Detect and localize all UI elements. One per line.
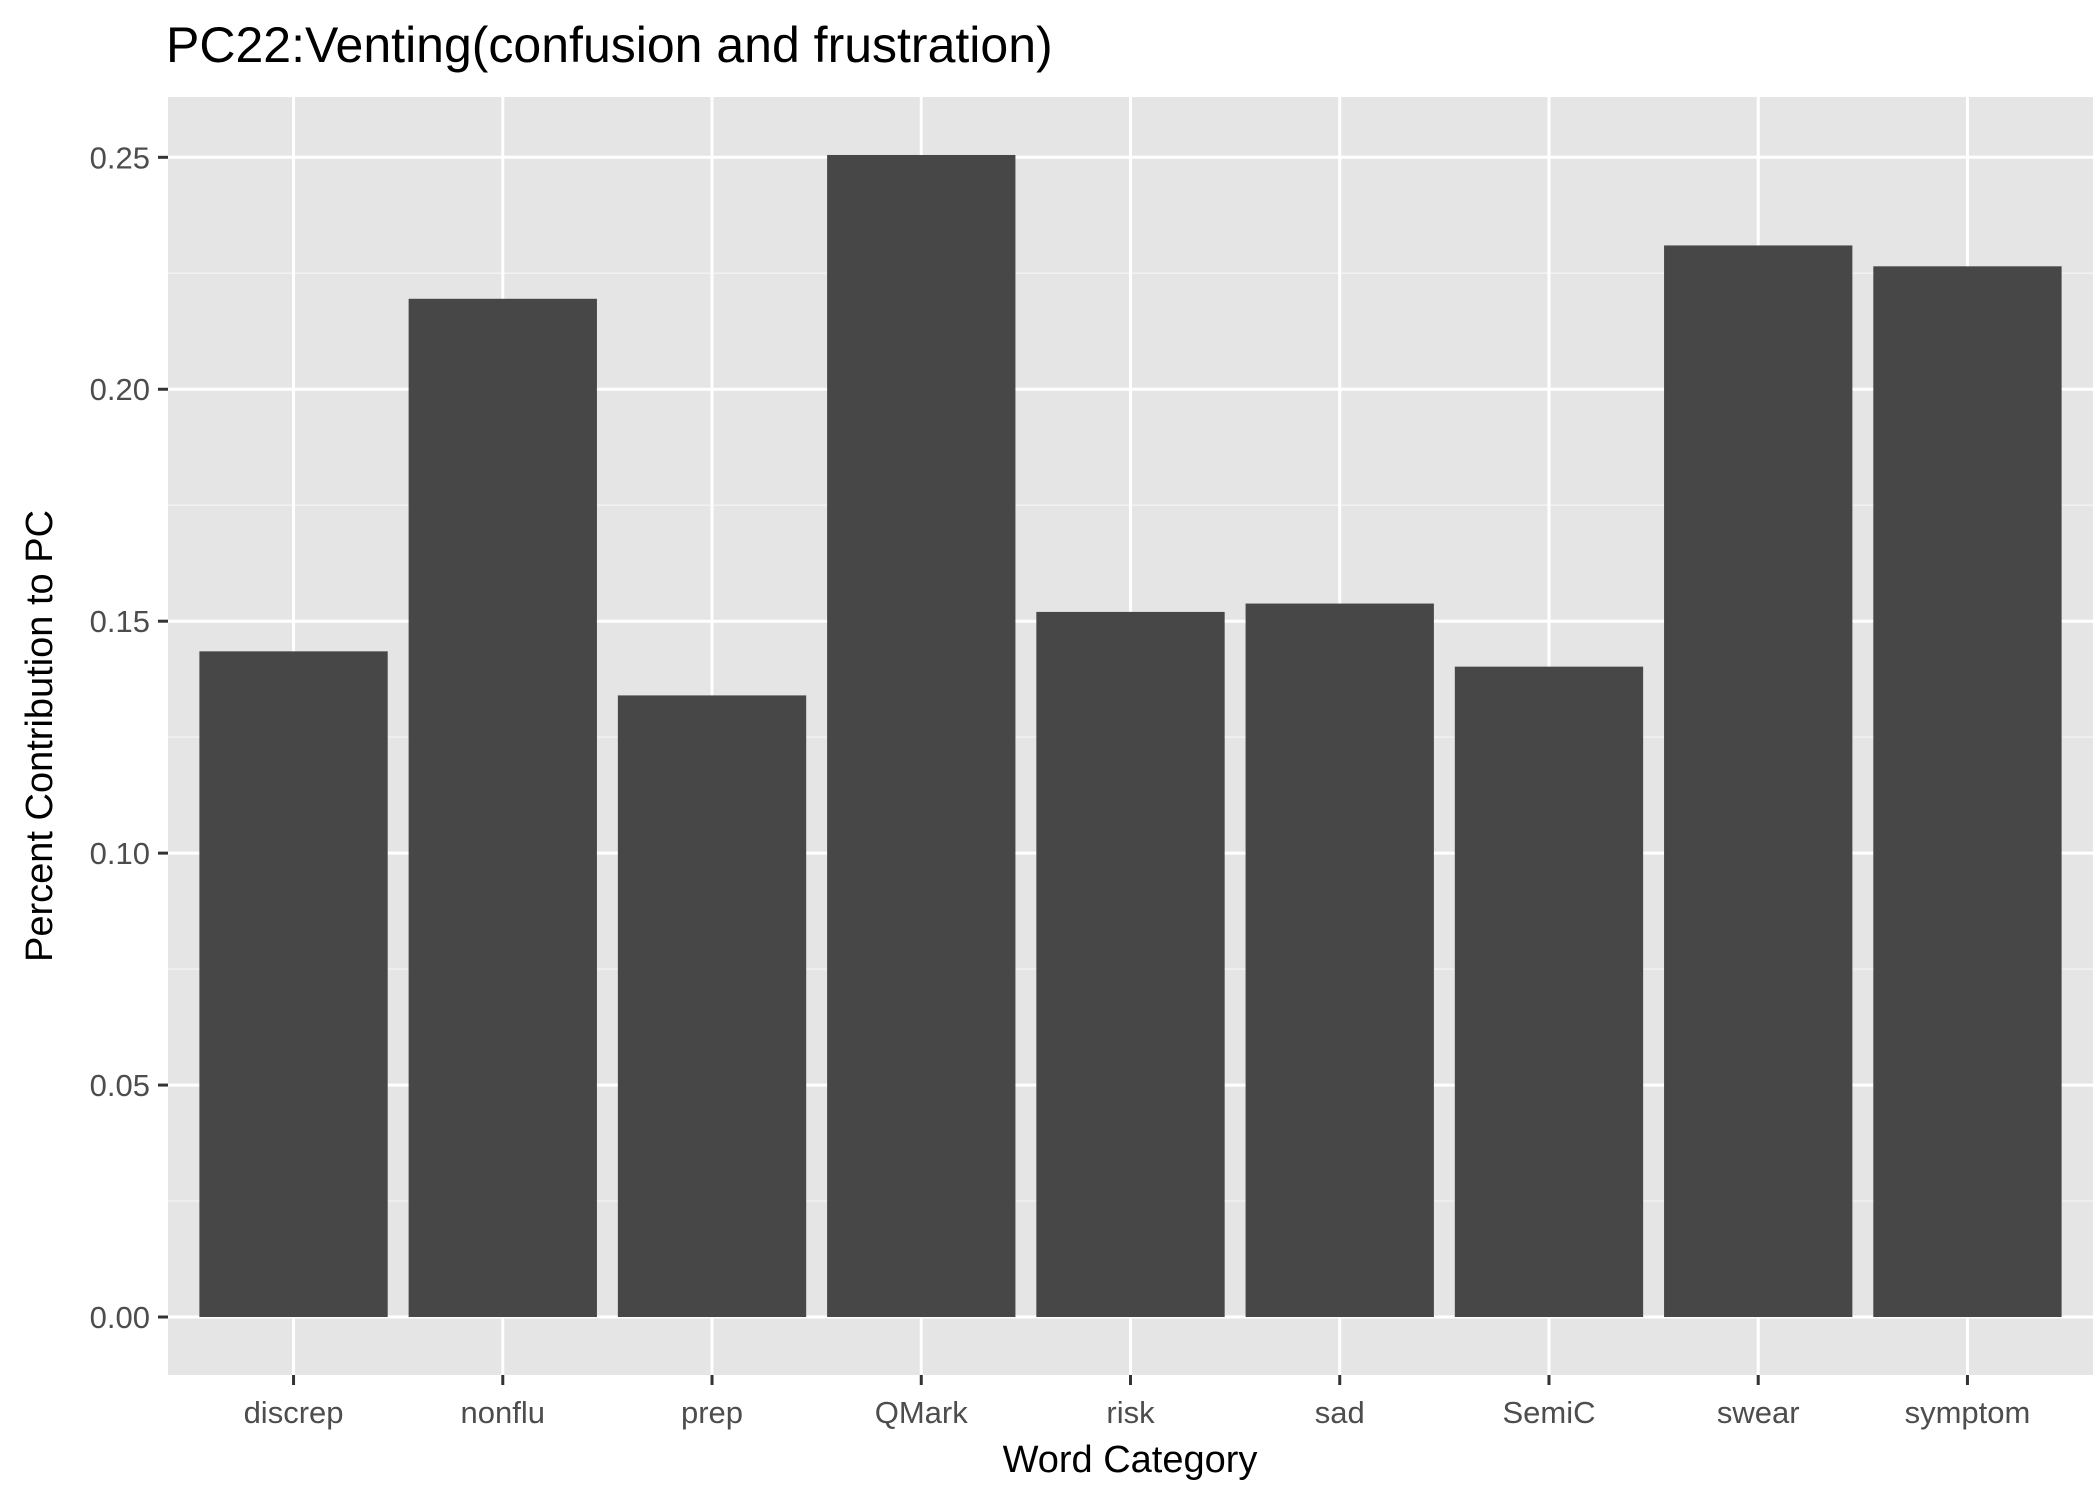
y-axis: 0.00 0.05 0.10 0.15 0.20 0.25 (90, 140, 168, 1335)
bar-risk (1036, 611, 1225, 1318)
bar-sad (1245, 603, 1434, 1318)
x-axis-title: Word Category (1003, 1439, 1258, 1481)
x-tick-label: sad (1315, 1395, 1365, 1430)
bar-prep (617, 695, 807, 1318)
chart-title: PC22:Venting(confusion and frustration) (166, 17, 1053, 73)
x-axis: discrep nonflu prep QMark risk sad SemiC swear s… (244, 1375, 2031, 1430)
bars (199, 154, 2062, 1318)
y-tick-label: 0.05 (90, 1068, 150, 1103)
y-tick-label: 0.00 (90, 1300, 150, 1335)
bar-symptom (1873, 266, 2062, 1318)
y-tick-label: 0.10 (90, 836, 150, 871)
bar-SemiC (1454, 666, 1644, 1318)
y-axis-title: Percent Contribution to PC (19, 510, 61, 962)
x-tick-label: prep (681, 1395, 743, 1430)
bar-discrep (199, 651, 388, 1318)
x-tick-label: risk (1106, 1395, 1155, 1430)
y-tick-label: 0.15 (90, 604, 150, 639)
bar-nonflu (408, 298, 597, 1318)
y-tick-label: 0.20 (90, 372, 150, 407)
x-tick-label: SemiC (1502, 1395, 1595, 1430)
y-tick-label: 0.25 (90, 140, 150, 175)
x-tick-label: nonflu (461, 1395, 545, 1430)
bar-swear (1664, 245, 1853, 1318)
x-tick-label: discrep (244, 1395, 344, 1430)
x-tick-label: symptom (1905, 1395, 2031, 1430)
x-tick-label: QMark (875, 1395, 969, 1430)
x-tick-label: swear (1717, 1395, 1800, 1430)
bar-QMark (827, 154, 1016, 1318)
